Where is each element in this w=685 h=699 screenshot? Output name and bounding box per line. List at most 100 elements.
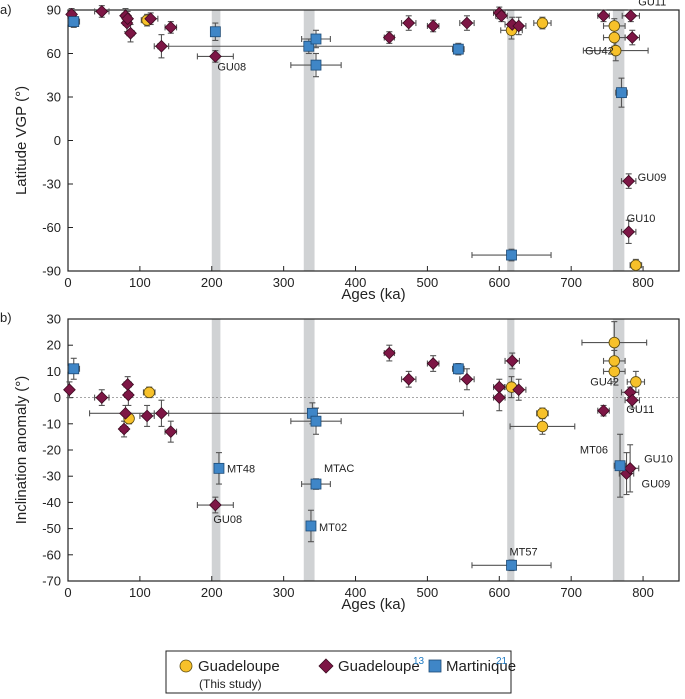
legend-ref-13: 13	[413, 656, 425, 667]
legend-box	[165, 650, 512, 694]
x-tick-label: 500	[417, 275, 439, 290]
square-data-point	[310, 59, 322, 71]
diamond-data-point	[622, 174, 636, 188]
y-tick-label: -90	[42, 264, 61, 279]
sample-annotation: GU10	[627, 213, 656, 225]
excursion-band	[211, 319, 221, 581]
sample-annotation: MT57	[510, 546, 538, 558]
diamond-data-point	[124, 26, 137, 40]
diamond-data-point	[623, 461, 637, 475]
diamond-data-point	[121, 378, 135, 391]
square-data-point	[506, 249, 517, 261]
square-data-point	[614, 460, 626, 472]
x-tick-label: 400	[345, 275, 367, 290]
circle-data-point	[608, 365, 621, 378]
x-tick-label: 600	[488, 275, 510, 290]
diamond-data-point	[597, 9, 610, 23]
square-data-point	[616, 87, 627, 99]
y-tick-label: -50	[42, 521, 61, 536]
diamond-data-point	[426, 357, 440, 370]
sample-annotation: GU11	[638, 0, 666, 9]
diamond-data-point	[121, 12, 135, 26]
x-tick-label: 100	[129, 275, 151, 290]
y-tick-label: 10	[47, 364, 61, 379]
y-tick-label: -20	[42, 443, 61, 458]
square-data-point	[310, 33, 322, 45]
square-data-point	[452, 43, 464, 55]
circle-data-point	[608, 355, 621, 367]
x-axis-label: Ages (ka)	[341, 596, 405, 613]
y-tick-label: 30	[47, 90, 61, 105]
sample-annotation: MTAC	[324, 463, 354, 475]
circle-data-point	[608, 20, 621, 32]
sample-annotation: GU10	[644, 453, 673, 465]
panel-b-inclination-anomaly: 0 100 200 300 400 500 600 700 8003020100-10-20-3…	[0, 310, 680, 613]
x-tick-label: 100	[129, 585, 151, 600]
diamond-data-point	[512, 383, 526, 397]
sample-annotation: GU42	[590, 376, 619, 388]
diamond-data-point	[492, 380, 506, 394]
diamond-data-point	[63, 383, 76, 397]
panel-label: a)	[0, 2, 12, 17]
x-tick-label: 800	[632, 585, 654, 600]
legend-guadeloupe-this-study: Guadeloupe	[198, 658, 280, 675]
panel-label: b)	[0, 310, 12, 325]
sample-annotation: GU08	[213, 514, 242, 526]
circle-data-point	[608, 31, 621, 44]
x-tick-label: 300	[273, 585, 295, 600]
circle-data-point	[143, 386, 155, 399]
x-tick-label: 200	[201, 275, 223, 290]
diamond-data-point	[119, 406, 132, 420]
diamond-data-point	[122, 388, 135, 402]
circle-data-point	[630, 376, 642, 388]
sample-annotation: GU08	[217, 61, 246, 73]
diamond-data-point	[624, 9, 638, 23]
y-tick-label: -70	[42, 574, 61, 589]
sample-annotation: GU09	[638, 172, 667, 184]
diamond-data-point	[164, 21, 178, 34]
diamond-data-point	[512, 19, 526, 33]
square-data-point	[506, 559, 517, 571]
sample-annotation: GU11	[626, 404, 654, 416]
x-tick-label: 0	[64, 585, 71, 600]
circle-data-point	[536, 420, 549, 433]
legend-diamond-marker	[318, 658, 334, 674]
y-tick-label: -60	[42, 220, 61, 235]
diamond-data-point	[505, 354, 519, 368]
sample-annotation: GU42	[585, 46, 614, 58]
diamond-data-point	[155, 39, 168, 53]
circle-data-point	[630, 259, 642, 271]
y-axis-label: Inclination anomaly (°)	[13, 376, 30, 525]
excursion-band	[507, 319, 515, 581]
y-tick-label: -60	[42, 547, 61, 562]
y-tick-label: -40	[42, 495, 61, 510]
legend-square-marker	[428, 659, 442, 673]
square-data-point	[310, 415, 322, 427]
y-tick-label: -10	[42, 416, 61, 431]
diamond-data-point	[402, 372, 416, 386]
diamond-data-point	[144, 12, 158, 26]
square-data-point	[68, 16, 80, 28]
diamond-data-point	[622, 225, 636, 239]
square-data-point	[68, 363, 80, 375]
diamond-data-point	[95, 5, 109, 18]
diamond-data-point	[460, 372, 474, 386]
excursion-band	[612, 10, 625, 271]
y-tick-label: 0	[54, 390, 61, 405]
excursion-band	[612, 319, 625, 581]
sample-annotation: MT48	[227, 463, 255, 475]
sample-annotation: MT06	[580, 445, 608, 457]
diamond-data-point	[382, 31, 396, 44]
x-tick-label: 700	[560, 585, 582, 600]
square-data-point	[452, 363, 464, 375]
circle-data-point	[536, 17, 549, 29]
circle-data-point	[608, 336, 621, 349]
x-tick-label: 300	[273, 275, 295, 290]
y-tick-label: -30	[42, 469, 61, 484]
diamond-data-point	[382, 346, 396, 360]
circle-data-point	[536, 407, 549, 420]
diamond-data-point	[625, 393, 639, 407]
y-tick-label: 90	[47, 3, 61, 18]
